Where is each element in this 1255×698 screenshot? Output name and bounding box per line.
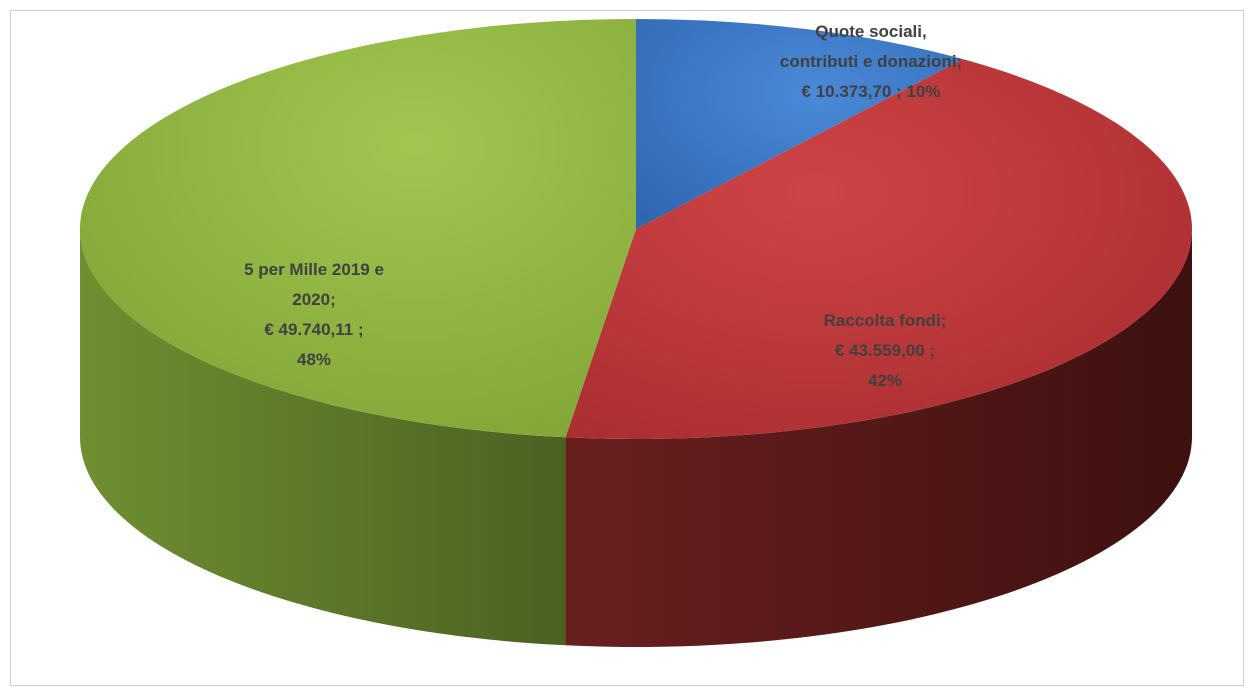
data-label-line: 48% — [297, 350, 331, 369]
data-label-line: contributi e donazioni; — [780, 52, 962, 71]
data-label-line: Quote sociali, — [815, 22, 926, 41]
data-labels: Quote sociali, contributi e donazioni; € 1… — [244, 22, 962, 390]
data-label-3: 5 per Mille 2019 e 2020; € 49.740,11 ; 48% — [244, 260, 384, 369]
data-label-line: € 10.373,70 ; 10% — [802, 82, 941, 101]
pie-slice-2 — [565, 59, 1193, 440]
data-label-line: € 49.740,11 ; — [264, 320, 363, 339]
pie-tops — [79, 18, 1193, 440]
data-label-2: Raccolta fondi; € 43.559,00 ; 42% — [824, 311, 947, 390]
data-label-line: € 43.559,00 ; — [835, 341, 935, 360]
pie-side-2 — [565, 229, 1193, 648]
pie-sides — [80, 229, 1193, 648]
pie-slice-1 — [636, 19, 963, 229]
pie-side-3 — [80, 229, 566, 646]
data-label-1: Quote sociali, contributi e donazioni; € 1… — [780, 22, 962, 101]
data-label-line: 5 per Mille 2019 e — [244, 260, 384, 279]
data-label-line: 2020; — [292, 290, 335, 309]
pie-slice-3 — [79, 18, 636, 438]
data-label-line: 42% — [868, 371, 902, 390]
data-label-line: Raccolta fondi; — [824, 311, 947, 330]
